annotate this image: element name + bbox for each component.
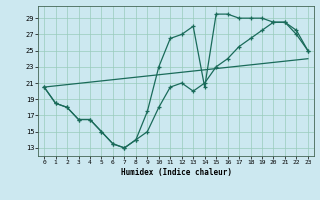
X-axis label: Humidex (Indice chaleur): Humidex (Indice chaleur) <box>121 168 231 177</box>
